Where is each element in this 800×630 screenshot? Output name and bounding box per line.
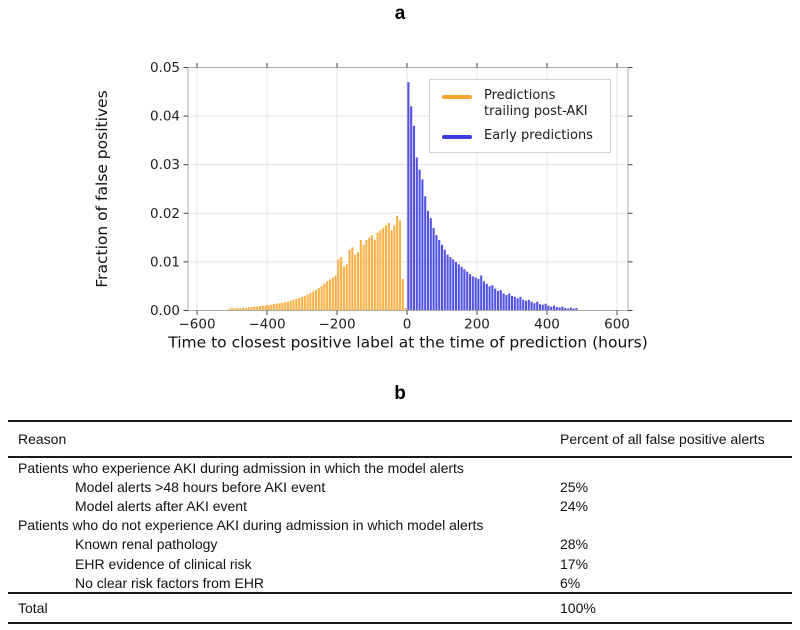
table-total-row: Total 100% bbox=[8, 592, 792, 625]
svg-text:0.01: 0.01 bbox=[150, 254, 180, 270]
chart-legend: Predictions trailing post-AKI Early pred… bbox=[429, 79, 611, 153]
y-axis-label: Fraction of false positives bbox=[93, 90, 111, 287]
false-positive-reason-table: Reason Percent of all false positive ale… bbox=[8, 420, 792, 625]
table-row: Model alerts >48 hours before AKI event 2… bbox=[8, 477, 792, 496]
table-row: Patients who experience AKI during admis… bbox=[8, 458, 792, 477]
x-axis-label: Time to closest positive label at the ti… bbox=[167, 334, 648, 352]
reason-cell: No clear risk factors from EHR bbox=[75, 574, 265, 591]
table-row: Patients who do not experience AKI durin… bbox=[8, 516, 792, 535]
percent-cell: 25% bbox=[560, 478, 589, 495]
tick-marks bbox=[183, 63, 633, 315]
svg-text:0.02: 0.02 bbox=[150, 206, 180, 222]
svg-text:−400: −400 bbox=[248, 317, 285, 333]
svg-text:200: 200 bbox=[464, 317, 490, 333]
svg-text:−600: −600 bbox=[178, 317, 215, 333]
y-tick-labels: 0.00 0.01 0.02 0.03 0.04 0.05 bbox=[150, 60, 180, 319]
panel-b-label: b bbox=[394, 383, 406, 404]
table-header-row: Reason Percent of all false positive ale… bbox=[8, 420, 792, 458]
panel-a-label: a bbox=[394, 3, 406, 24]
table-row: Known renal pathology 28% bbox=[8, 535, 792, 554]
legend-label: Early predictions bbox=[484, 128, 593, 144]
table-body: Patients who experience AKI during admis… bbox=[8, 458, 792, 592]
percent-cell: 28% bbox=[560, 536, 589, 553]
table-row: Model alerts after AKI event 24% bbox=[8, 496, 792, 515]
early-predictions-bars bbox=[407, 82, 578, 311]
svg-text:0: 0 bbox=[403, 317, 412, 333]
svg-text:0.03: 0.03 bbox=[150, 157, 180, 173]
x-tick-labels: −600 −400 −200 0 200 400 600 bbox=[178, 317, 629, 333]
svg-text:0.05: 0.05 bbox=[150, 60, 180, 76]
total-value: 100% bbox=[560, 600, 596, 617]
reason-cell: Known renal pathology bbox=[75, 536, 218, 553]
svg-text:−200: −200 bbox=[318, 317, 355, 333]
percent-cell: 24% bbox=[560, 497, 589, 514]
reason-cell: Model alerts >48 hours before AKI event bbox=[75, 478, 326, 495]
orange-line-swatch bbox=[442, 95, 472, 99]
total-label: Total bbox=[18, 600, 48, 617]
percent-cell: 6% bbox=[560, 574, 581, 591]
plot-box bbox=[187, 67, 629, 311]
trailing-predictions-bars bbox=[228, 215, 407, 311]
reason-cell: Patients who experience AKI during admis… bbox=[18, 459, 464, 476]
svg-text:600: 600 bbox=[604, 317, 630, 333]
blue-line-swatch bbox=[442, 135, 472, 140]
legend-label: Predictions trailing post-AKI bbox=[484, 88, 588, 119]
table-row: EHR evidence of clinical risk 17% bbox=[8, 554, 792, 573]
reason-cell: EHR evidence of clinical risk bbox=[75, 555, 252, 572]
percent-column-header: Percent of all false positive alerts bbox=[560, 431, 765, 447]
svg-text:400: 400 bbox=[534, 317, 560, 333]
reason-cell: Model alerts after AKI event bbox=[75, 497, 247, 514]
percent-cell: 17% bbox=[560, 555, 589, 572]
histogram-svg: −600 −400 −200 0 200 400 6000.000.010.020.030.… bbox=[93, 60, 648, 352]
reason-cell: Patients who do not experience AKI durin… bbox=[18, 517, 484, 534]
svg-text:0.04: 0.04 bbox=[150, 109, 180, 125]
table-row: No clear risk factors from EHR 6% bbox=[8, 573, 792, 592]
legend-item-trailing: Predictions trailing post-AKI bbox=[442, 88, 602, 119]
legend-item-early: Early predictions bbox=[442, 128, 602, 144]
reason-column-header: Reason bbox=[18, 431, 67, 447]
svg-text:0.00: 0.00 bbox=[150, 303, 180, 319]
histogram-chart: −600 −400 −200 0 200 400 600 0.00 0.01 0.02 0.03 0.… bbox=[93, 60, 648, 352]
